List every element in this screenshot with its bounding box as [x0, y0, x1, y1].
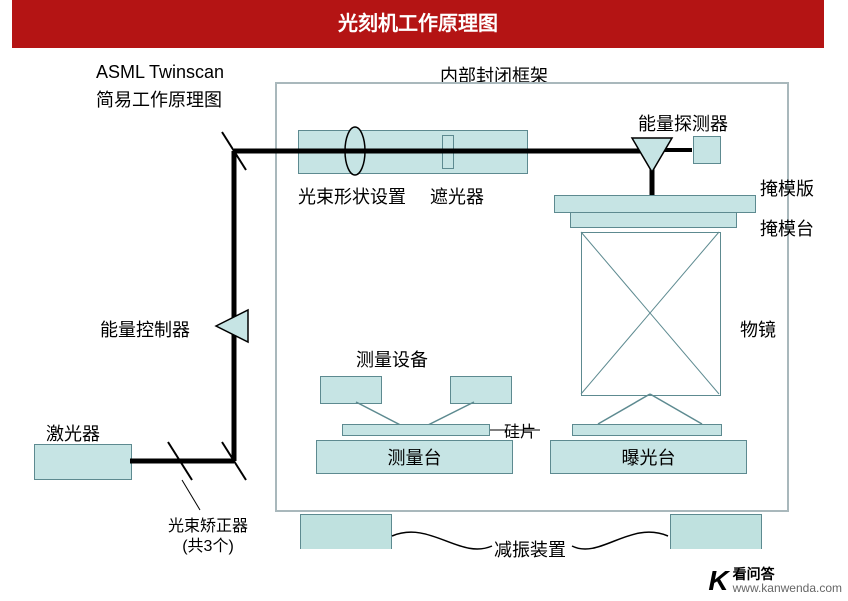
measure-device-box-right	[450, 376, 512, 404]
label-energy-detector: 能量探测器	[638, 110, 728, 136]
laser-box	[34, 444, 132, 480]
objective-box	[581, 232, 721, 396]
label-wafer: 硅片	[504, 418, 536, 442]
diagram-root: 光刻机工作原理图 ASML Twinscan 简易工作原理图 内部封闭框架 光束…	[0, 0, 848, 601]
damper-connector-right	[572, 532, 668, 549]
watermark: K 看问答 www.kanwenda.com	[708, 565, 842, 597]
label-objective: 物镜	[740, 316, 776, 342]
label-reticle-stage: 掩模台	[760, 215, 814, 241]
page-title-bar: 光刻机工作原理图	[12, 0, 824, 48]
corrector-icon-1	[168, 442, 192, 480]
header-line2: 简易工作原理图	[96, 86, 222, 112]
reticle-slab	[554, 195, 756, 213]
label-exposure-stage: 曝光台	[622, 444, 676, 470]
label-shutter: 遮光器	[430, 183, 484, 209]
label-beam-corrector-2: (共3个)	[148, 532, 268, 556]
measure-device-box-left	[320, 376, 382, 404]
damper-connector-left	[392, 532, 492, 549]
label-laser: 激光器	[46, 420, 100, 446]
exposure-stage-box: 曝光台	[550, 440, 747, 474]
damper-box-left	[300, 514, 392, 549]
label-damper: 减振装置	[494, 536, 566, 562]
label-measure-device: 测量设备	[356, 346, 428, 372]
damper-box-right	[670, 514, 762, 549]
measure-stage-box: 测量台	[316, 440, 513, 474]
header-line1: ASML Twinscan	[96, 62, 224, 83]
label-beam-shape: 光束形状设置	[298, 183, 406, 209]
wafer-slab-right	[572, 424, 722, 436]
watermark-logo: K	[708, 565, 726, 597]
beam-shape-box	[298, 130, 528, 174]
watermark-name: 看问答	[733, 567, 842, 581]
label-measure-stage: 测量台	[388, 444, 442, 470]
energy-controller-icon	[216, 310, 248, 342]
label-reticle: 掩模版	[760, 175, 814, 201]
wafer-slab-left	[342, 424, 490, 436]
corrector-icon-2	[222, 442, 246, 480]
watermark-url: www.kanwenda.com	[733, 581, 842, 595]
label-energy-controller: 能量控制器	[100, 316, 190, 342]
energy-detector-box	[693, 136, 721, 164]
shutter-box	[442, 135, 454, 169]
reticle-stage-slab	[570, 212, 737, 228]
page-title-text: 光刻机工作原理图	[338, 13, 498, 35]
corrector-icon-3	[222, 132, 246, 170]
